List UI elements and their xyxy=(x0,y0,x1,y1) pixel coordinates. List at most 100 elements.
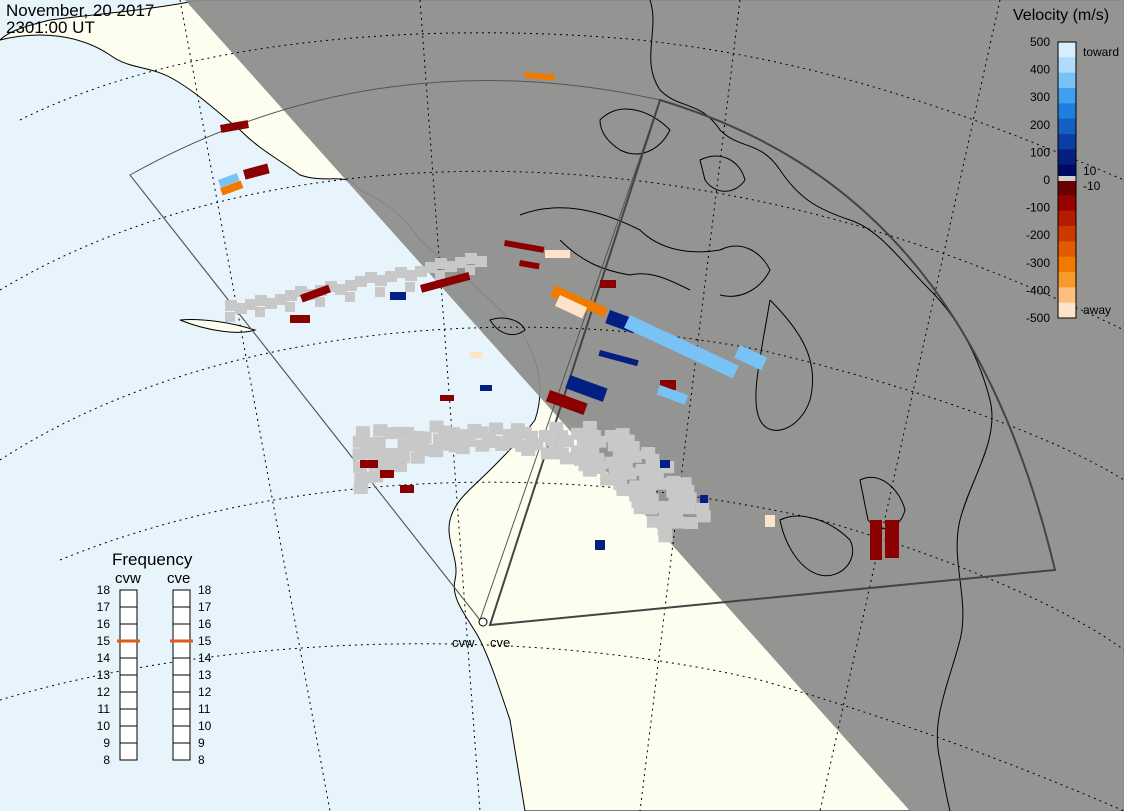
frequency-grid: 18 18 17 17 16 16 15 15 14 14 13 13 12 12 11 11 10 10 9 9 8 8 xyxy=(97,583,212,767)
scatter-cell xyxy=(300,284,331,303)
frequency-scale-label-left: 14 xyxy=(97,651,111,665)
scatter-cell xyxy=(616,484,631,496)
legend-color-swatch xyxy=(1058,88,1076,104)
scatter-cell xyxy=(220,120,249,133)
frequency-scale-label-left: 13 xyxy=(97,668,111,682)
frequency-scale-label-left: 11 xyxy=(98,702,111,716)
scatter-cell xyxy=(625,441,640,453)
legend-zero-minus-label: -10 xyxy=(1083,179,1101,193)
scatter-cell xyxy=(627,450,642,463)
frequency-scale-label-right: 9 xyxy=(198,736,205,750)
scatter-cell xyxy=(682,492,697,505)
legend-toward-label: toward xyxy=(1083,45,1119,59)
legend-color-swatch xyxy=(1058,42,1076,58)
frequency-panel: Frequency cvw cve 18 18 17 17 16 16 15 15 14 14 13… xyxy=(97,550,212,767)
scatter-cell xyxy=(695,502,710,515)
scatter-cell xyxy=(220,180,244,196)
scatter-cell xyxy=(425,262,437,273)
frequency-scale-label-left: 10 xyxy=(97,719,111,733)
scatter-cell xyxy=(335,284,347,295)
scatter-cell xyxy=(600,280,616,288)
scatter-cell xyxy=(435,270,445,280)
frequency-scale-label-right: 11 xyxy=(198,702,211,716)
cvw-field-of-view xyxy=(129,80,661,622)
scatter-cell xyxy=(765,515,775,527)
frequency-scale-label-left: 9 xyxy=(103,736,110,750)
legend-tick-label: 0 xyxy=(1043,173,1050,187)
scatter-cell xyxy=(595,540,605,550)
legend-color-swatch xyxy=(1058,72,1076,89)
scatter-cell xyxy=(375,287,385,297)
scatter-cell xyxy=(295,286,307,297)
frequency-scale-label-left: 18 xyxy=(97,583,111,597)
legend-tick-label: -300 xyxy=(1026,256,1050,270)
scatter-cell xyxy=(420,272,471,293)
scatter-cell xyxy=(734,345,768,371)
frequency-scale-label-right: 18 xyxy=(198,583,212,597)
frequency-title: Frequency xyxy=(112,550,193,569)
scatter-cell xyxy=(285,290,297,301)
frequency-scale-label-right: 16 xyxy=(198,617,212,631)
frequency-scale-label-right: 14 xyxy=(198,651,212,665)
scatter-cell xyxy=(624,315,739,379)
legend-color-swatch xyxy=(1058,287,1076,304)
velocity-legend: Velocity (m/s) 500 400 300 200 100 0 -100 -200 -… xyxy=(1013,7,1119,325)
scatter-cell xyxy=(455,257,467,268)
legend-away-label: away xyxy=(1083,303,1111,317)
scatter-cell xyxy=(243,163,270,180)
legend-tick-label: 100 xyxy=(1030,145,1050,159)
scatter-cell xyxy=(470,352,482,358)
frequency-scale-label-right: 15 xyxy=(198,634,212,648)
scatter-cell xyxy=(290,315,310,323)
scatter-cell xyxy=(395,451,410,464)
frequency-scale-label-right: 13 xyxy=(198,668,212,682)
legend-color-swatch xyxy=(1058,241,1076,258)
scatter-cell xyxy=(395,267,407,278)
frequency-scale-label-right: 10 xyxy=(198,719,212,733)
scatter-cell xyxy=(440,395,454,401)
legend-tick-label: 400 xyxy=(1030,63,1050,77)
station-cvw-label: cvw xyxy=(452,635,475,650)
legend-color-swatch xyxy=(1058,118,1076,135)
scatter-cell xyxy=(385,271,397,282)
scatter-cell xyxy=(666,475,681,488)
frequency-scale-label-right: 17 xyxy=(198,600,212,614)
legend-ticks: 500 400 300 200 100 0 -100 -200 -300 -400 -500 xyxy=(1026,35,1050,325)
scatter-cell xyxy=(658,530,673,543)
legend-tick-label: 300 xyxy=(1030,90,1050,104)
scatter-cell xyxy=(315,297,325,307)
scatter-cell xyxy=(489,422,504,435)
frequency-scale-label-right: 12 xyxy=(198,685,212,699)
date-label: November, 20 2017 xyxy=(6,1,154,20)
scatter-cell xyxy=(681,502,696,515)
velocity-scatter xyxy=(217,71,899,560)
frequency-scale-label-left: 17 xyxy=(97,600,111,614)
legend-zero-plus-label: 10 xyxy=(1083,164,1097,178)
time-label: 2301:00 UT xyxy=(6,18,95,37)
legend-colorbar-border xyxy=(1057,41,1077,319)
scatter-cell xyxy=(592,435,607,448)
legend-color-swatch xyxy=(1058,210,1076,227)
scatter-cell xyxy=(700,495,708,503)
scatter-cell xyxy=(275,294,287,305)
legend-color-swatch xyxy=(1058,302,1076,319)
frequency-scale-label-left: 12 xyxy=(97,685,111,699)
scatter-cell xyxy=(325,281,337,292)
scatter-cell xyxy=(400,485,414,493)
scatter-cell xyxy=(255,295,267,306)
scatter-cell xyxy=(696,510,711,523)
scatter-cell xyxy=(380,470,394,478)
legend-color-swatch xyxy=(1058,226,1076,242)
legend-tick-label: 500 xyxy=(1030,35,1050,49)
scatter-cell xyxy=(660,380,676,390)
scatter-cell xyxy=(365,272,377,283)
scatter-cell xyxy=(870,520,882,560)
scatter-cell xyxy=(355,426,370,439)
legend-color-swatch xyxy=(1058,256,1076,273)
scatter-cell xyxy=(371,436,386,449)
scatter-cell xyxy=(235,303,247,314)
scatter-cell xyxy=(375,275,387,286)
legend-color-swatch xyxy=(1058,195,1076,212)
